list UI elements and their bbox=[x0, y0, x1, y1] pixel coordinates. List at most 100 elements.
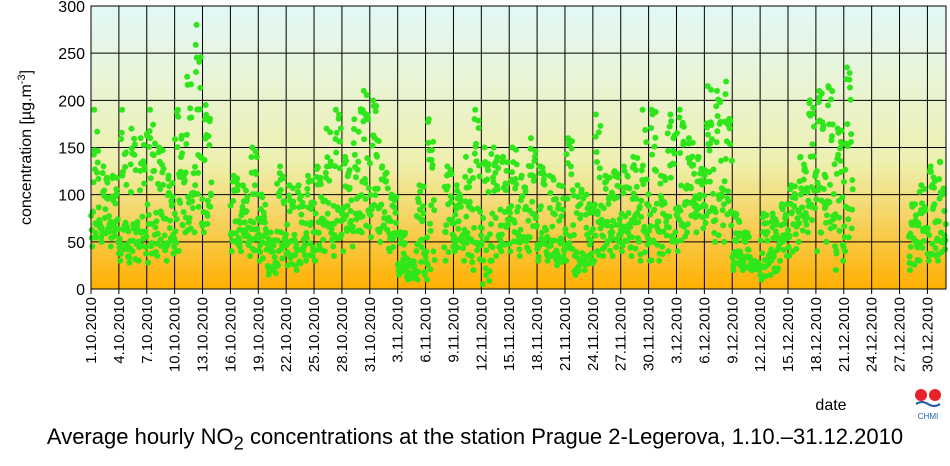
data-point bbox=[315, 229, 322, 236]
data-point bbox=[144, 201, 151, 208]
data-point bbox=[814, 248, 821, 255]
data-point bbox=[159, 147, 166, 154]
data-point bbox=[371, 201, 378, 208]
data-point bbox=[466, 198, 473, 205]
data-point bbox=[278, 229, 285, 236]
data-point bbox=[781, 220, 788, 227]
x-tick-label: 9.11.2010 bbox=[445, 297, 462, 363]
data-point bbox=[713, 139, 720, 146]
x-tick-label: 27.12.2010 bbox=[892, 297, 909, 372]
data-point bbox=[719, 193, 726, 200]
data-point bbox=[522, 188, 529, 195]
data-point bbox=[742, 239, 749, 246]
data-point bbox=[605, 200, 612, 207]
data-point bbox=[577, 201, 584, 208]
data-point bbox=[455, 225, 462, 232]
data-point bbox=[469, 259, 476, 266]
data-point bbox=[293, 267, 300, 274]
data-point bbox=[161, 232, 168, 239]
data-point bbox=[580, 195, 587, 202]
data-point bbox=[179, 150, 186, 157]
data-point bbox=[230, 197, 237, 204]
x-tick-label: 6.12.2010 bbox=[696, 297, 713, 364]
data-point bbox=[355, 158, 362, 165]
data-point bbox=[234, 182, 241, 189]
data-point bbox=[418, 236, 425, 243]
data-point bbox=[823, 212, 830, 219]
data-point bbox=[94, 159, 101, 166]
x-tick-label: 15.12.2010 bbox=[780, 297, 797, 372]
data-point bbox=[320, 236, 327, 243]
data-point bbox=[291, 231, 298, 238]
data-point bbox=[442, 257, 449, 264]
data-point bbox=[828, 133, 835, 140]
data-point bbox=[461, 257, 468, 264]
data-point bbox=[651, 206, 658, 213]
data-point bbox=[792, 183, 799, 190]
chart-caption: Average hourly NO2 concentrations at the… bbox=[0, 424, 950, 454]
data-point bbox=[758, 276, 765, 283]
data-point bbox=[629, 234, 636, 241]
data-point bbox=[677, 149, 684, 156]
data-point bbox=[102, 206, 109, 213]
data-point bbox=[570, 232, 577, 238]
data-point bbox=[586, 201, 593, 208]
data-point bbox=[361, 136, 368, 143]
data-point bbox=[128, 125, 135, 132]
data-point bbox=[485, 161, 492, 168]
data-point bbox=[845, 216, 852, 223]
data-point bbox=[706, 169, 713, 176]
data-point bbox=[259, 194, 266, 201]
x-axis-label: date bbox=[815, 397, 846, 414]
data-point bbox=[924, 225, 931, 232]
data-point bbox=[672, 229, 679, 236]
data-point bbox=[202, 102, 209, 109]
data-point bbox=[165, 172, 172, 179]
data-point bbox=[673, 238, 680, 245]
data-point bbox=[800, 176, 807, 183]
data-point bbox=[507, 248, 514, 255]
data-point bbox=[142, 244, 149, 251]
data-point bbox=[733, 238, 740, 245]
data-point bbox=[502, 187, 509, 194]
data-point bbox=[730, 267, 737, 274]
data-point bbox=[431, 207, 438, 214]
data-point bbox=[662, 177, 669, 184]
data-point bbox=[191, 229, 198, 236]
data-point bbox=[301, 252, 308, 259]
svg-text:CHMI: CHMI bbox=[918, 412, 938, 421]
data-point bbox=[613, 244, 620, 251]
data-point bbox=[822, 174, 829, 181]
data-point bbox=[532, 212, 539, 219]
data-point bbox=[374, 185, 381, 192]
data-point bbox=[590, 226, 596, 233]
data-point bbox=[764, 228, 771, 235]
data-point bbox=[228, 248, 235, 255]
data-point bbox=[460, 245, 467, 252]
data-point bbox=[727, 117, 734, 124]
data-point bbox=[364, 155, 371, 162]
data-point bbox=[641, 223, 648, 230]
data-point bbox=[932, 245, 939, 252]
data-point bbox=[367, 192, 374, 199]
data-point bbox=[358, 192, 365, 199]
data-point bbox=[674, 248, 681, 255]
data-point bbox=[552, 196, 559, 203]
data-point bbox=[204, 212, 211, 219]
caption-subscript: 2 bbox=[233, 432, 244, 454]
data-point bbox=[324, 210, 331, 217]
data-point bbox=[248, 154, 255, 161]
data-point bbox=[841, 223, 848, 230]
data-point bbox=[562, 230, 569, 237]
data-point bbox=[183, 131, 190, 138]
data-point bbox=[815, 99, 822, 106]
data-point bbox=[174, 106, 181, 113]
data-point bbox=[720, 186, 727, 193]
data-point bbox=[779, 206, 786, 213]
data-point bbox=[607, 247, 614, 254]
data-point bbox=[131, 151, 138, 158]
data-point bbox=[702, 203, 709, 210]
data-point bbox=[473, 140, 480, 147]
data-point bbox=[926, 232, 933, 239]
data-point bbox=[632, 166, 639, 173]
